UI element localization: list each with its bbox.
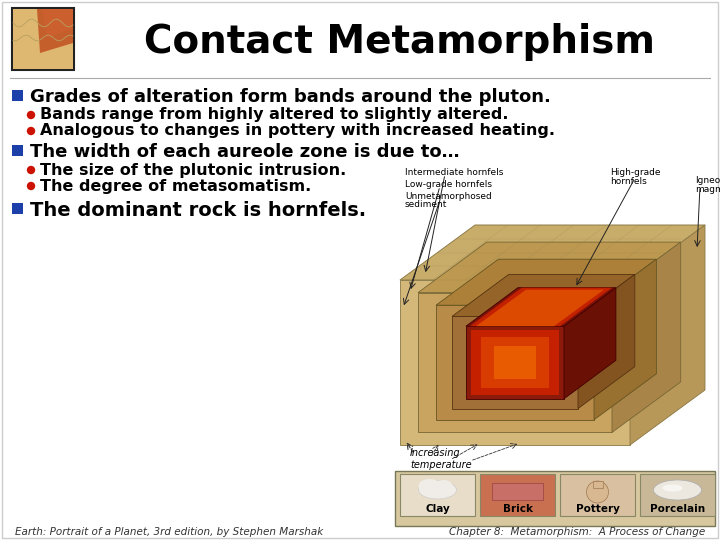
Bar <box>436 305 594 420</box>
Bar <box>12 203 23 214</box>
Bar <box>640 474 715 516</box>
Polygon shape <box>400 225 705 280</box>
Bar <box>593 481 603 488</box>
Bar <box>481 337 549 388</box>
Text: Intermediate hornfels: Intermediate hornfels <box>405 168 503 177</box>
Text: Clay: Clay <box>425 504 450 514</box>
Bar <box>480 474 555 516</box>
Text: Brick: Brick <box>503 504 533 514</box>
Ellipse shape <box>418 479 441 493</box>
Ellipse shape <box>662 484 683 491</box>
Polygon shape <box>612 242 680 433</box>
Ellipse shape <box>654 480 701 500</box>
Bar <box>400 474 475 516</box>
Bar <box>418 293 612 433</box>
Polygon shape <box>594 259 657 420</box>
Bar <box>12 145 23 156</box>
Bar <box>560 474 635 516</box>
Text: Igneous: Igneous <box>695 176 720 185</box>
Polygon shape <box>630 225 705 445</box>
Text: hornfels: hornfels <box>610 177 647 186</box>
Ellipse shape <box>587 481 608 503</box>
Polygon shape <box>37 9 73 53</box>
Circle shape <box>27 127 35 134</box>
Text: High-grade: High-grade <box>610 168 660 177</box>
Text: The degree of metasomatism.: The degree of metasomatism. <box>40 179 311 193</box>
Circle shape <box>27 166 35 173</box>
Bar <box>452 316 578 409</box>
Polygon shape <box>42 9 73 38</box>
Text: The size of the plutonic intrusion.: The size of the plutonic intrusion. <box>40 163 346 178</box>
Circle shape <box>27 111 35 118</box>
Ellipse shape <box>434 480 452 492</box>
Bar <box>466 326 564 399</box>
Text: Bands range from highly altered to slightly altered.: Bands range from highly altered to sligh… <box>40 107 508 123</box>
Bar <box>12 90 23 101</box>
Polygon shape <box>476 289 604 326</box>
Text: Grades of alteration form bands around the pluton.: Grades of alteration form bands around t… <box>30 88 551 106</box>
Polygon shape <box>470 288 612 326</box>
Text: Low-grade hornfels: Low-grade hornfels <box>405 180 492 189</box>
Text: sediment: sediment <box>405 200 447 209</box>
Polygon shape <box>466 288 616 326</box>
Polygon shape <box>436 259 657 305</box>
Bar <box>471 330 559 395</box>
Polygon shape <box>418 242 680 293</box>
Polygon shape <box>452 274 635 316</box>
Text: Contact Metamorphism: Contact Metamorphism <box>145 23 655 61</box>
Bar <box>13 9 73 69</box>
Polygon shape <box>564 288 616 399</box>
Text: The dominant rock is hornfels.: The dominant rock is hornfels. <box>30 200 366 219</box>
Bar <box>395 471 715 526</box>
Text: The width of each aureole zone is due to…: The width of each aureole zone is due to… <box>30 143 459 161</box>
Text: Increasing
temperature: Increasing temperature <box>410 448 472 470</box>
Bar <box>494 346 536 379</box>
Text: Earth: Portrait of a Planet, 3rd edition, by Stephen Marshak: Earth: Portrait of a Planet, 3rd edition… <box>15 527 323 537</box>
Bar <box>400 280 630 445</box>
Circle shape <box>27 183 35 190</box>
Text: Analogous to changes in pottery with increased heating.: Analogous to changes in pottery with inc… <box>40 124 555 138</box>
Bar <box>492 483 543 500</box>
Bar <box>12 8 74 70</box>
Text: Chapter 8:  Metamorphism:  A Process of Change: Chapter 8: Metamorphism: A Process of Ch… <box>449 527 705 537</box>
Text: magma: magma <box>695 185 720 194</box>
Polygon shape <box>578 274 635 409</box>
Text: Porcelain: Porcelain <box>650 504 705 514</box>
Text: Pottery: Pottery <box>575 504 619 514</box>
Ellipse shape <box>418 481 456 499</box>
Text: Unmetamorphosed: Unmetamorphosed <box>405 192 492 201</box>
